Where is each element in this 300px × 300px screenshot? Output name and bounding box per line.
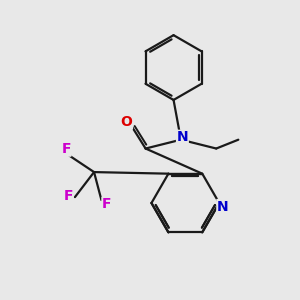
- Text: O: O: [121, 115, 132, 129]
- Text: F: F: [61, 142, 71, 156]
- Text: F: F: [64, 189, 73, 202]
- Text: N: N: [177, 130, 188, 144]
- Text: F: F: [102, 197, 112, 212]
- Text: N: N: [217, 200, 229, 214]
